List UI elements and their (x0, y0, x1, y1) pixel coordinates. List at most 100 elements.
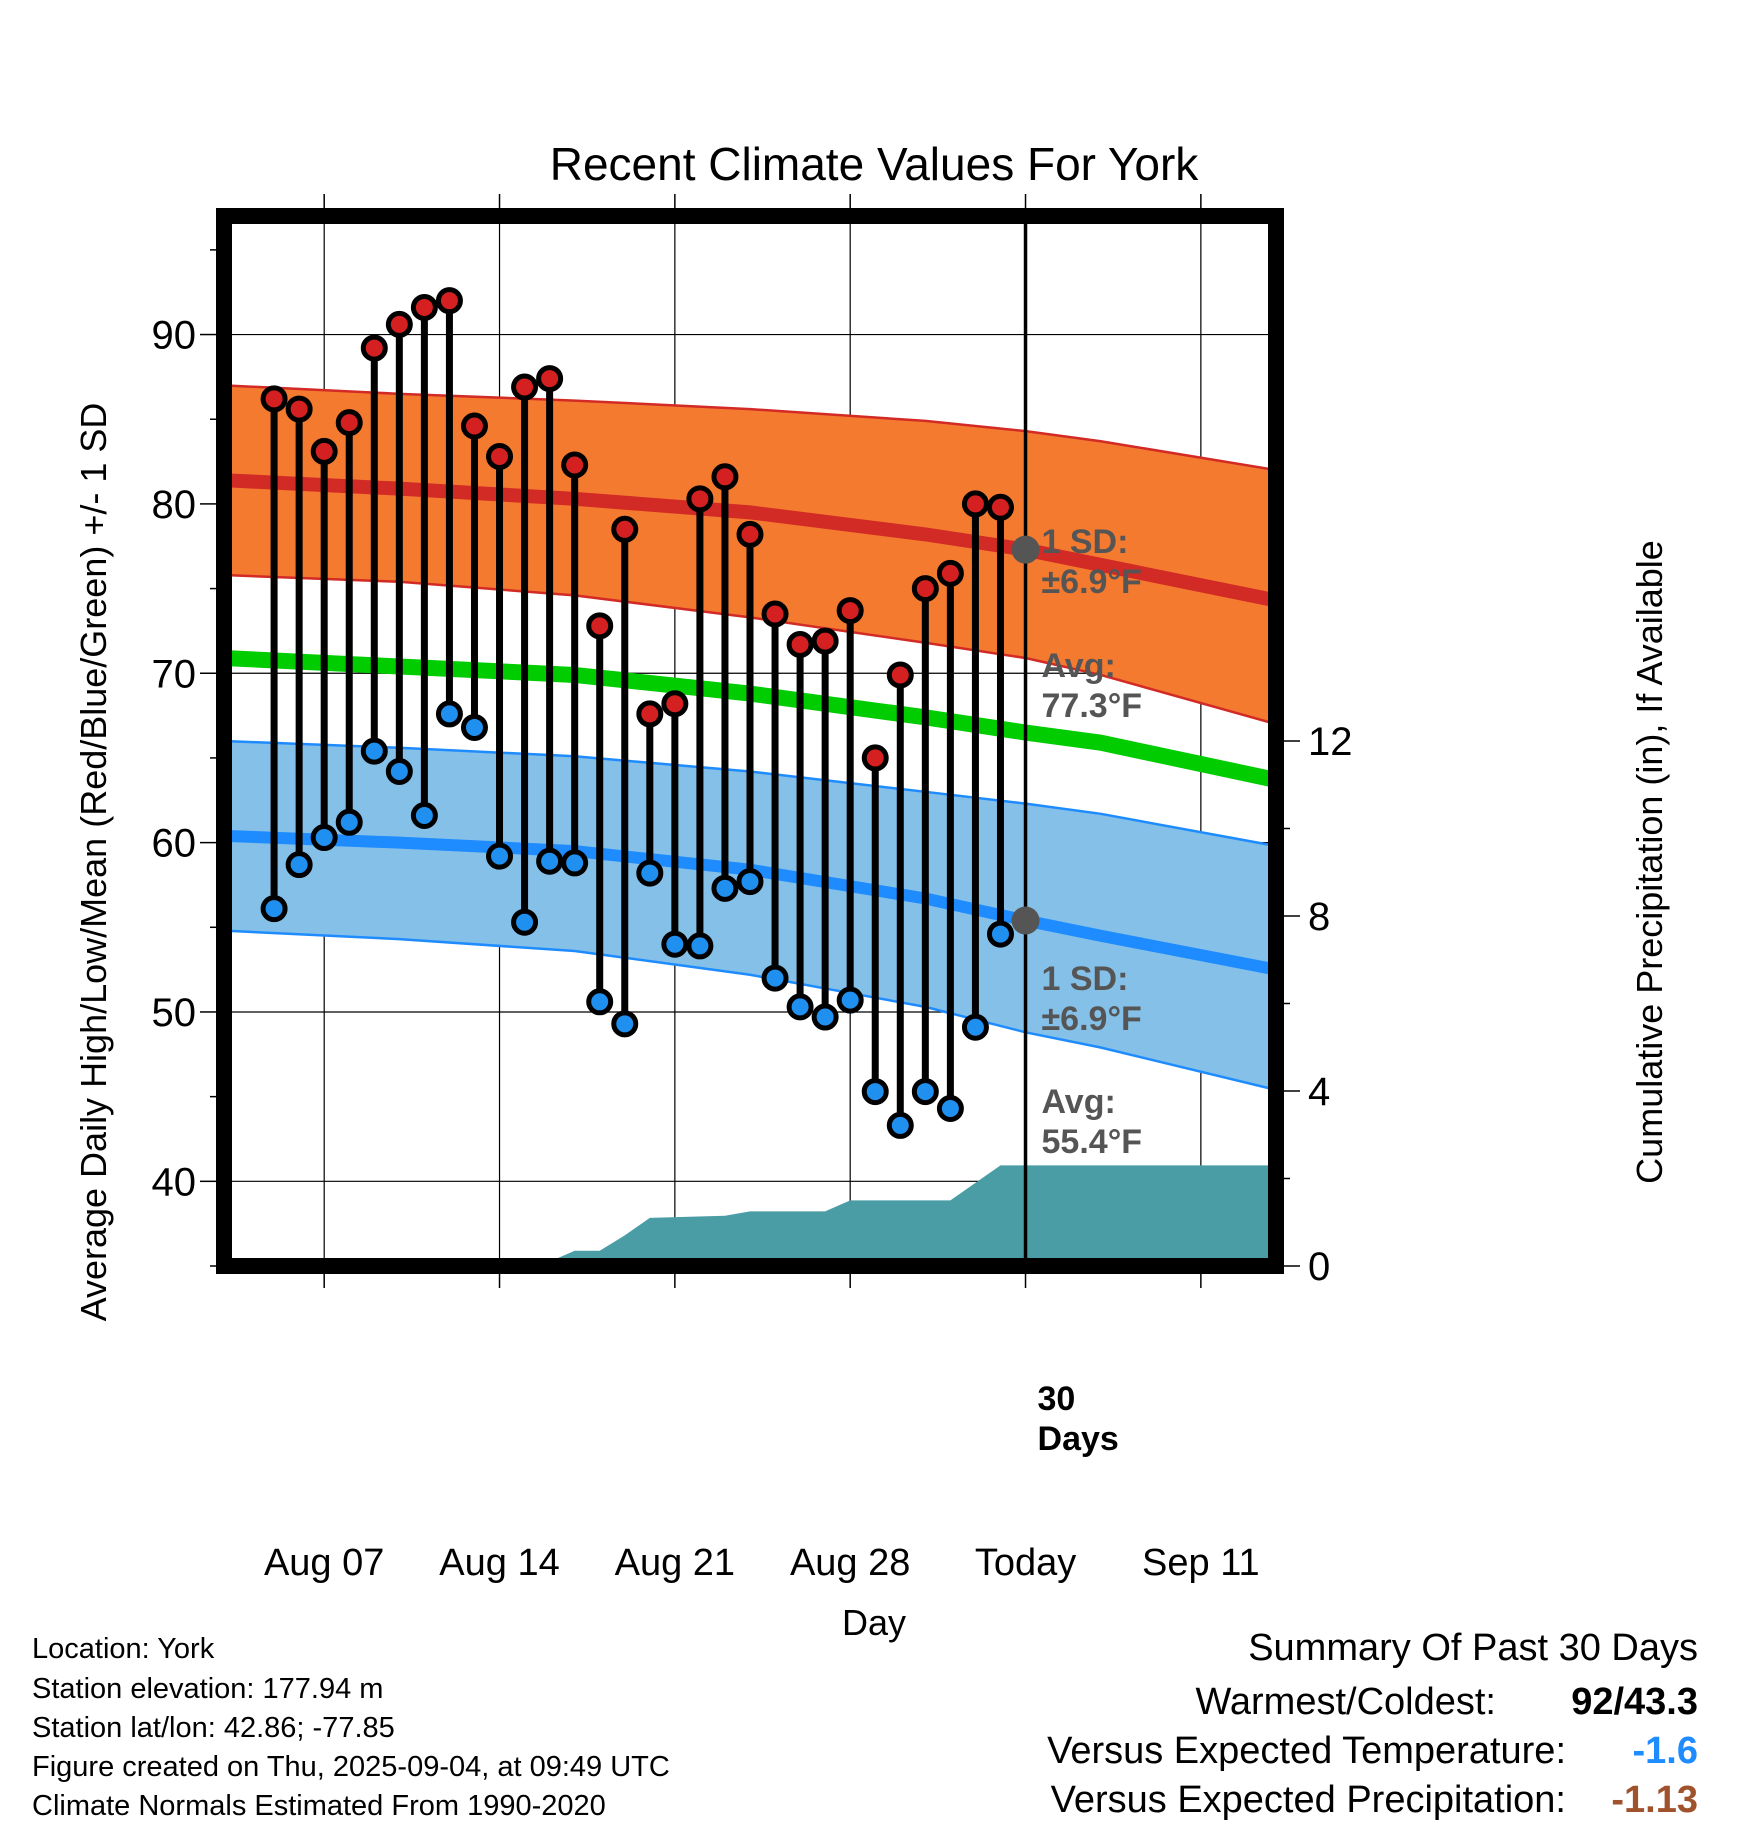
high-sd-upper-line (223, 384, 1277, 472)
low-marker (486, 842, 514, 870)
x-tick-label: Sep 11 (1142, 1542, 1260, 1584)
high-marker (310, 437, 338, 465)
precip-area (224, 1165, 1276, 1266)
low-marker (736, 868, 764, 896)
high-marker (936, 559, 964, 587)
low-sd-lower-line (223, 929, 1277, 1092)
summary-precip-label: Versus Expected Precipitation: (1051, 1779, 1566, 1821)
high-marker (360, 334, 388, 362)
footer-elevation: Station elevation: 177.94 m (32, 1673, 383, 1705)
precip-days-annotation: Days (1038, 1420, 1119, 1458)
chart-title: Recent Climate Values For York (550, 138, 1200, 190)
axes: 40 50 60 70 80 90 0 4 8 12 Aug 07 Aug 14 Aug 21 Aug 2… (152, 194, 1353, 1584)
y-tick-label: 50 (152, 991, 197, 1035)
low-avg-annotation: 55.4°F (1042, 1123, 1143, 1161)
high-marker (786, 630, 814, 658)
low-marker (335, 808, 363, 836)
summary-title: Summary Of Past 30 Days (1248, 1627, 1698, 1669)
footer-created: Figure created on Thu, 2025-09-04, at 09… (32, 1751, 670, 1783)
y-tick-label-right: 8 (1308, 895, 1330, 939)
low-marker (260, 895, 288, 923)
x-axis-label: Day (842, 1602, 906, 1643)
high-marker (986, 493, 1014, 521)
high-sd-annotation: 1 SD: (1042, 523, 1129, 561)
low-marker (611, 1010, 639, 1038)
high-marker (686, 485, 714, 513)
y-tick-label: 70 (152, 652, 197, 696)
low-marker (310, 824, 338, 852)
low-marker (561, 849, 589, 877)
high-marker (561, 451, 589, 479)
low-sd-upper-line (223, 739, 1277, 848)
high-marker (335, 409, 363, 437)
high-marker (661, 690, 689, 718)
low-marker (936, 1095, 964, 1122)
low-sd-annotation: 1 SD: (1042, 960, 1129, 998)
low-marker (911, 1078, 939, 1106)
y-axis-label: Average Daily High/Low/Mean (Red/Blue/Gr… (73, 403, 114, 1322)
x-tick-label: Aug 21 (615, 1542, 735, 1584)
high-marker (711, 463, 739, 491)
high-marker (410, 293, 438, 321)
precip-area-fill (224, 1165, 1276, 1266)
y-tick-label: 60 (152, 822, 197, 866)
high-marker (836, 597, 864, 625)
low-marker (861, 1078, 889, 1106)
low-sd-band (224, 741, 1276, 1090)
high-marker (486, 442, 514, 470)
high-marker (536, 365, 564, 393)
footer-normals: Climate Normals Estimated From 1990-2020 (32, 1790, 606, 1822)
low-marker (961, 1013, 989, 1041)
low-marker (536, 847, 564, 875)
high-avg-line (223, 473, 1278, 608)
low-avg-line (223, 829, 1278, 976)
low-marker (385, 757, 413, 785)
high-marker (586, 612, 614, 640)
low-marker (686, 932, 714, 960)
today-low-avg-marker (1011, 906, 1040, 935)
high-sd-lower-line (223, 573, 1277, 726)
x-tick-label: Aug 07 (264, 1542, 384, 1584)
high-marker (611, 515, 639, 543)
low-marker (360, 737, 388, 765)
today-high-avg-marker (1011, 535, 1040, 564)
high-marker (385, 310, 413, 338)
low-marker (460, 713, 488, 741)
y-tick-label-right: 12 (1308, 720, 1353, 764)
mean-avg-line (223, 650, 1278, 788)
high-marker (435, 287, 463, 315)
high-marker (911, 575, 939, 603)
high-avg-annotation: 77.3°F (1042, 687, 1143, 725)
low-marker (285, 851, 313, 879)
summary-temp-label: Versus Expected Temperature: (1047, 1730, 1566, 1772)
low-marker (410, 802, 438, 830)
high-marker (886, 661, 914, 689)
high-marker (861, 744, 889, 772)
summary-precip-value: -1.13 (1611, 1779, 1698, 1821)
low-marker (761, 964, 789, 992)
plot-frame (216, 208, 1284, 1274)
summary-box: Summary Of Past 30 Days Warmest/Coldest:… (1047, 1627, 1698, 1821)
x-tick-label: Today (975, 1542, 1076, 1584)
high-marker (636, 700, 664, 728)
y-axis-label-right: Cumulative Precipitation (in), If Availa… (1629, 540, 1670, 1184)
low-marker (786, 993, 814, 1021)
low-marker (711, 874, 739, 902)
high-marker (511, 373, 539, 401)
high-avg-annotation: Avg: (1042, 647, 1116, 685)
summary-warm-cold-label: Warmest/Coldest: (1195, 1681, 1496, 1723)
footer-location: Location: York (32, 1633, 215, 1665)
x-tick-label: Aug 28 (790, 1542, 910, 1584)
footer-info: Location: York Station elevation: 177.94… (32, 1633, 670, 1822)
x-tick-label: Aug 14 (439, 1542, 559, 1584)
summary-temp-value: -1.6 (1633, 1730, 1698, 1772)
low-marker (811, 1003, 839, 1031)
low-sd-annotation: ±6.9°F (1042, 1000, 1142, 1038)
high-marker (285, 395, 313, 423)
precip-days-annotation: 30 (1038, 1380, 1076, 1418)
y-tick-label: 80 (152, 483, 197, 527)
y-tick-label-right: 0 (1308, 1245, 1330, 1289)
low-marker (986, 920, 1014, 948)
